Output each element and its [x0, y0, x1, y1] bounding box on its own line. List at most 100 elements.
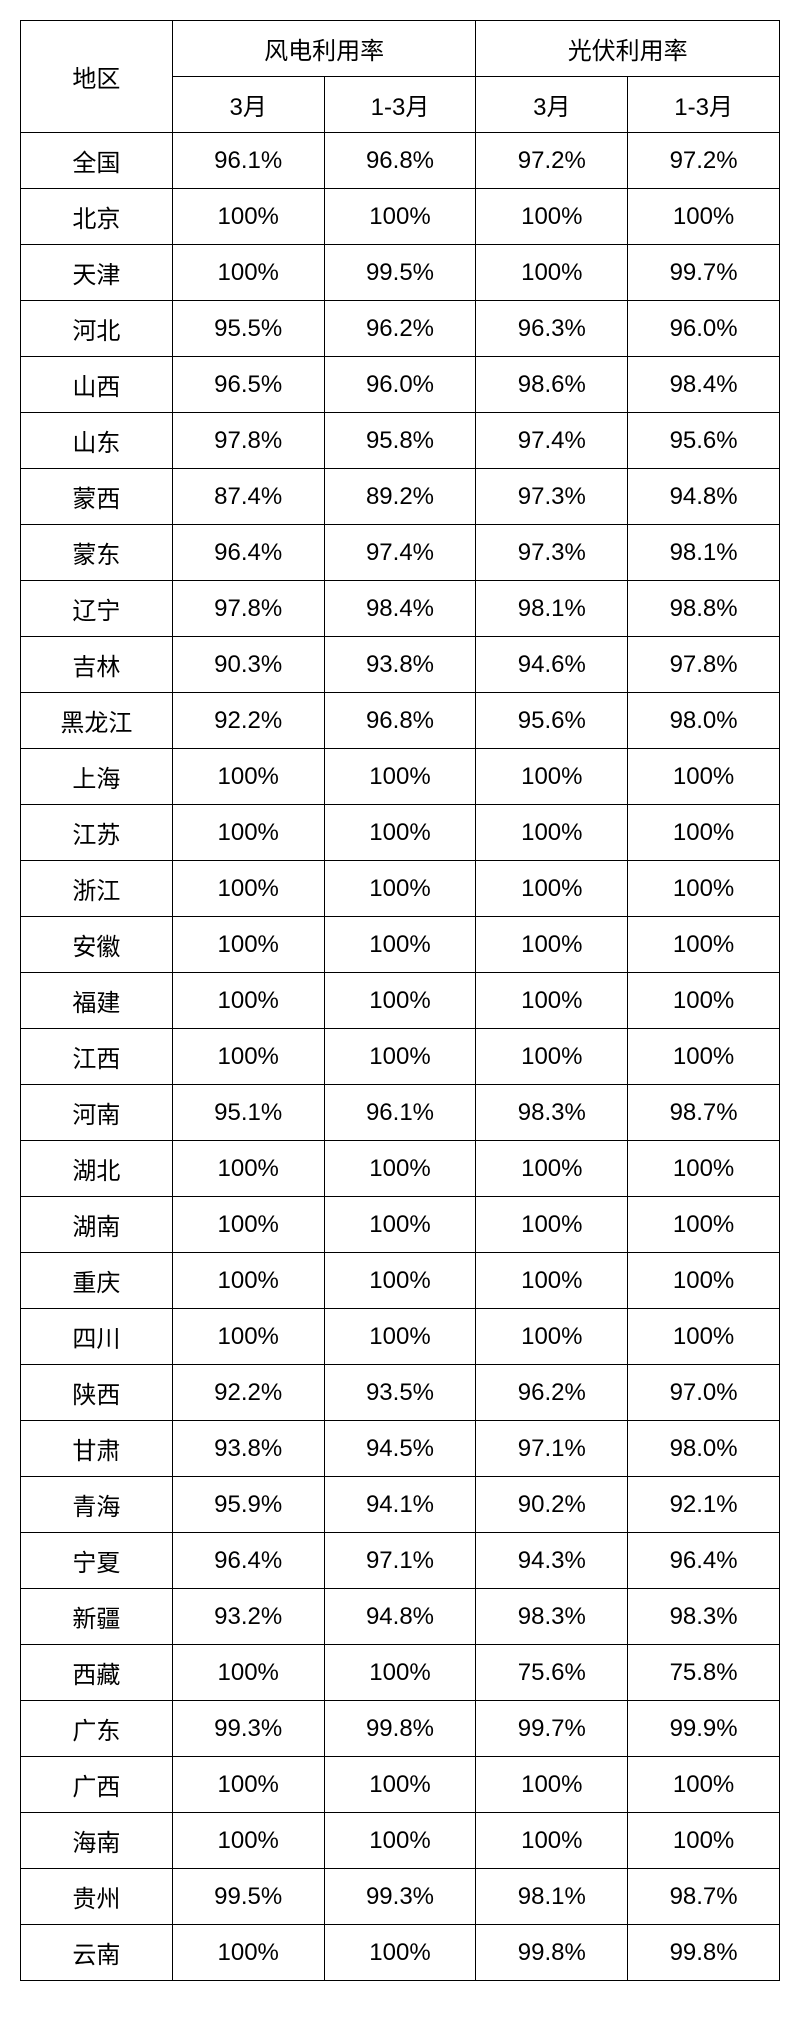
- cell-region: 天津: [21, 245, 173, 301]
- table-row: 上海100%100%100%100%: [21, 749, 780, 805]
- cell-solar-cumulative: 99.9%: [628, 1701, 780, 1757]
- cell-solar-month: 97.4%: [476, 413, 628, 469]
- cell-solar-month: 100%: [476, 805, 628, 861]
- header-region: 地区: [21, 21, 173, 133]
- table-row: 吉林90.3%93.8%94.6%97.8%: [21, 637, 780, 693]
- table-row: 山西96.5%96.0%98.6%98.4%: [21, 357, 780, 413]
- cell-wind-cumulative: 100%: [324, 973, 476, 1029]
- cell-region: 湖北: [21, 1141, 173, 1197]
- cell-solar-cumulative: 96.0%: [628, 301, 780, 357]
- cell-solar-month: 98.3%: [476, 1085, 628, 1141]
- cell-solar-cumulative: 100%: [628, 189, 780, 245]
- table-row: 广东99.3%99.8%99.7%99.9%: [21, 1701, 780, 1757]
- cell-solar-month: 100%: [476, 1029, 628, 1085]
- cell-solar-cumulative: 98.3%: [628, 1589, 780, 1645]
- cell-wind-cumulative: 97.1%: [324, 1533, 476, 1589]
- cell-wind-cumulative: 94.8%: [324, 1589, 476, 1645]
- cell-solar-month: 100%: [476, 1813, 628, 1869]
- cell-region: 云南: [21, 1925, 173, 1981]
- cell-wind-cumulative: 94.1%: [324, 1477, 476, 1533]
- cell-solar-month: 97.3%: [476, 469, 628, 525]
- cell-solar-cumulative: 98.7%: [628, 1869, 780, 1925]
- table-header: 地区 风电利用率 光伏利用率 3月 1-3月 3月 1-3月: [21, 21, 780, 133]
- cell-wind-month: 92.2%: [172, 693, 324, 749]
- cell-wind-month: 99.5%: [172, 1869, 324, 1925]
- cell-solar-month: 100%: [476, 917, 628, 973]
- cell-wind-month: 99.3%: [172, 1701, 324, 1757]
- cell-solar-cumulative: 96.4%: [628, 1533, 780, 1589]
- cell-solar-month: 95.6%: [476, 693, 628, 749]
- cell-wind-cumulative: 99.8%: [324, 1701, 476, 1757]
- cell-solar-cumulative: 98.8%: [628, 581, 780, 637]
- cell-wind-cumulative: 95.8%: [324, 413, 476, 469]
- header-wind-cumulative: 1-3月: [324, 77, 476, 133]
- table-row: 云南100%100%99.8%99.8%: [21, 1925, 780, 1981]
- cell-wind-cumulative: 100%: [324, 1253, 476, 1309]
- cell-wind-month: 90.3%: [172, 637, 324, 693]
- table-row: 河南95.1%96.1%98.3%98.7%: [21, 1085, 780, 1141]
- cell-region: 广西: [21, 1757, 173, 1813]
- cell-solar-month: 98.1%: [476, 581, 628, 637]
- header-solar: 光伏利用率: [476, 21, 780, 77]
- cell-solar-cumulative: 97.2%: [628, 133, 780, 189]
- cell-solar-month: 97.2%: [476, 133, 628, 189]
- cell-solar-month: 100%: [476, 861, 628, 917]
- cell-region: 浙江: [21, 861, 173, 917]
- cell-solar-month: 100%: [476, 1309, 628, 1365]
- cell-solar-month: 97.3%: [476, 525, 628, 581]
- cell-solar-cumulative: 97.8%: [628, 637, 780, 693]
- cell-wind-cumulative: 100%: [324, 749, 476, 805]
- cell-solar-cumulative: 98.0%: [628, 1421, 780, 1477]
- table-row: 湖北100%100%100%100%: [21, 1141, 780, 1197]
- cell-region: 福建: [21, 973, 173, 1029]
- cell-solar-cumulative: 100%: [628, 1309, 780, 1365]
- cell-solar-month: 98.3%: [476, 1589, 628, 1645]
- cell-region: 山东: [21, 413, 173, 469]
- cell-wind-cumulative: 100%: [324, 1141, 476, 1197]
- cell-solar-month: 97.1%: [476, 1421, 628, 1477]
- cell-region: 蒙西: [21, 469, 173, 525]
- cell-wind-month: 100%: [172, 1757, 324, 1813]
- table-row: 蒙西87.4%89.2%97.3%94.8%: [21, 469, 780, 525]
- cell-solar-cumulative: 98.1%: [628, 525, 780, 581]
- cell-wind-month: 100%: [172, 973, 324, 1029]
- table-row: 宁夏96.4%97.1%94.3%96.4%: [21, 1533, 780, 1589]
- cell-wind-cumulative: 100%: [324, 1813, 476, 1869]
- table-row: 全国96.1%96.8%97.2%97.2%: [21, 133, 780, 189]
- cell-wind-month: 95.1%: [172, 1085, 324, 1141]
- table-row: 广西100%100%100%100%: [21, 1757, 780, 1813]
- cell-wind-month: 96.4%: [172, 525, 324, 581]
- cell-solar-month: 100%: [476, 749, 628, 805]
- cell-wind-cumulative: 100%: [324, 1757, 476, 1813]
- cell-wind-month: 95.9%: [172, 1477, 324, 1533]
- table-row: 山东97.8%95.8%97.4%95.6%: [21, 413, 780, 469]
- cell-wind-month: 96.4%: [172, 1533, 324, 1589]
- cell-wind-month: 100%: [172, 917, 324, 973]
- cell-wind-cumulative: 100%: [324, 1029, 476, 1085]
- cell-wind-month: 93.8%: [172, 1421, 324, 1477]
- cell-solar-month: 94.3%: [476, 1533, 628, 1589]
- cell-wind-month: 95.5%: [172, 301, 324, 357]
- table-row: 蒙东96.4%97.4%97.3%98.1%: [21, 525, 780, 581]
- table-body: 全国96.1%96.8%97.2%97.2%北京100%100%100%100%…: [21, 133, 780, 1981]
- table-row: 新疆93.2%94.8%98.3%98.3%: [21, 1589, 780, 1645]
- cell-solar-cumulative: 100%: [628, 1029, 780, 1085]
- table-row: 四川100%100%100%100%: [21, 1309, 780, 1365]
- cell-region: 陕西: [21, 1365, 173, 1421]
- table-row: 辽宁97.8%98.4%98.1%98.8%: [21, 581, 780, 637]
- header-wind-month: 3月: [172, 77, 324, 133]
- cell-region: 河北: [21, 301, 173, 357]
- cell-wind-month: 92.2%: [172, 1365, 324, 1421]
- cell-solar-cumulative: 97.0%: [628, 1365, 780, 1421]
- cell-wind-cumulative: 93.5%: [324, 1365, 476, 1421]
- cell-solar-month: 75.6%: [476, 1645, 628, 1701]
- cell-region: 新疆: [21, 1589, 173, 1645]
- cell-region: 广东: [21, 1701, 173, 1757]
- table-row: 湖南100%100%100%100%: [21, 1197, 780, 1253]
- table-row: 江西100%100%100%100%: [21, 1029, 780, 1085]
- cell-solar-cumulative: 98.0%: [628, 693, 780, 749]
- cell-wind-month: 87.4%: [172, 469, 324, 525]
- cell-wind-month: 100%: [172, 1645, 324, 1701]
- cell-region: 吉林: [21, 637, 173, 693]
- cell-wind-cumulative: 100%: [324, 1309, 476, 1365]
